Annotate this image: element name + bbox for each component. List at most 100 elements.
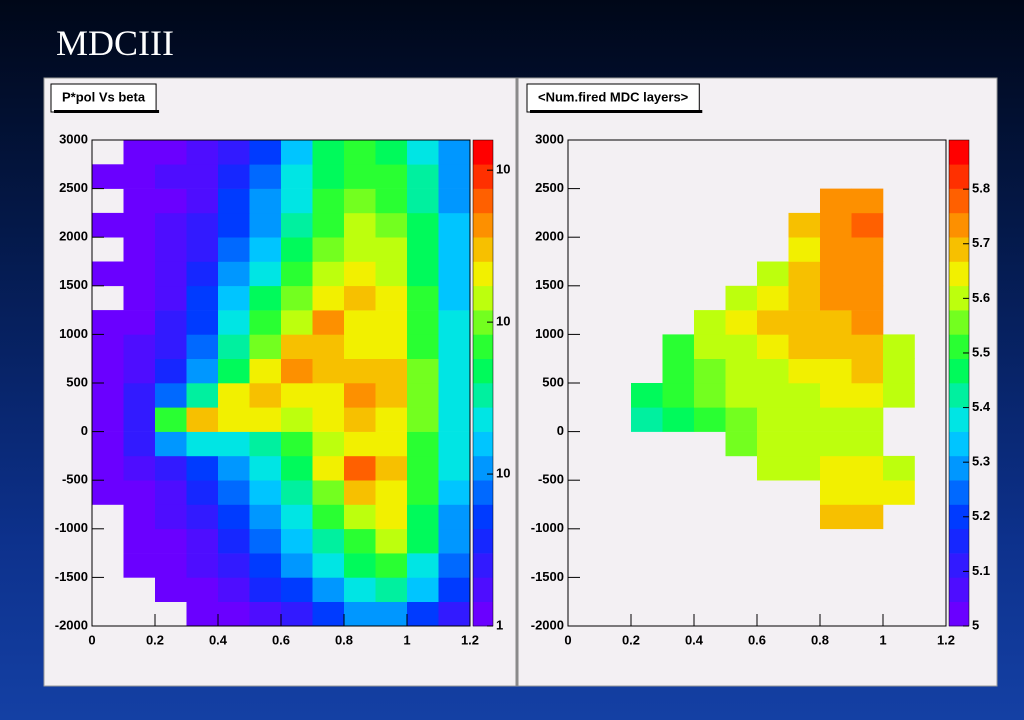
heat-cell [92,310,124,335]
heat-cell [725,431,758,457]
y-tick-label: 0 [557,423,564,438]
heat-cell [344,310,376,335]
heat-cell [281,407,313,432]
heat-cell [407,237,439,262]
palette-swatch [949,528,969,554]
heat-cell [788,407,821,432]
heat-cell [312,261,345,287]
title-box [50,83,157,113]
palette-swatch [949,237,969,262]
palette-swatch [473,164,493,189]
heat-cell [883,383,915,408]
heat-cell [788,310,821,335]
y-tick-label: 500 [542,374,564,389]
heat-cell [312,480,345,505]
heat-cell [123,528,156,554]
heat-cell [249,504,282,530]
heat-cell [820,212,852,238]
x-tick-label: 0.2 [622,632,640,647]
heat-cell [851,334,884,359]
heat-cell [851,310,884,335]
heat-cell [92,261,124,287]
heat-cell [249,261,282,287]
palette-swatch [473,188,493,214]
heat-cell [820,358,852,384]
heat-cell [312,504,345,530]
heat-cell [186,553,219,578]
heat-cell [407,553,439,578]
heat-cell [155,212,187,238]
heat-cell [788,334,821,359]
heat-cell [851,261,884,287]
palette-swatch [473,212,493,238]
heat-cell [155,310,187,335]
heat-cell [820,285,852,311]
heat-cell [344,358,376,384]
heat-cell [438,480,471,505]
heat-cell [407,601,439,627]
heat-cell [725,285,758,311]
heat-cell [851,504,884,530]
heat-cell [312,237,345,262]
palette-swatch [949,455,969,481]
heat-cell [407,431,439,457]
heat-cell [281,577,313,602]
y-tick-label: 2500 [535,180,564,195]
heat-cell [123,310,156,335]
heat-cell [186,237,219,262]
heat-cell [155,528,187,554]
palette-swatch [949,164,969,189]
heat-cell [92,334,124,359]
z-tick-label: 5.8 [972,181,990,196]
heat-cell [820,504,852,530]
heat-cell [312,431,345,457]
heat-cell [312,528,345,554]
heat-cell [123,237,156,262]
palette-swatch [473,577,493,602]
heat-cell [344,212,376,238]
heat-cell [123,504,156,530]
heat-cell [851,188,884,214]
heat-cell [344,334,376,359]
heat-cell [218,383,250,408]
palette-swatch [473,528,493,554]
heat-cell [694,407,726,432]
heat-cell [123,553,156,578]
heat-cell [249,577,282,602]
heat-cell [375,455,408,481]
heat-cell [438,553,471,578]
palette-swatch [473,504,493,530]
heat-cell [92,383,124,408]
y-tick-label: -1500 [55,569,88,584]
heat-cell [249,140,282,165]
heat-cell [186,528,219,554]
heat-cell [375,358,408,384]
heat-cell [92,164,124,189]
heat-cell [438,261,471,287]
heat-cell [851,358,884,384]
heat-cell [249,480,282,505]
heat-cell [123,285,156,311]
heat-cell [788,212,821,238]
heat-cell [344,407,376,432]
heat-cell [375,431,408,457]
heat-cell [883,334,915,359]
title-shadow [530,110,703,113]
heat-cell [851,212,884,238]
x-tick-label: 1.2 [937,632,955,647]
heat-cell [344,553,376,578]
heat-cell [218,431,250,457]
heat-cell [218,504,250,530]
heat-cell [725,334,758,359]
heat-cell [281,188,313,214]
heat-cell [407,455,439,481]
heat-cell [631,383,663,408]
heat-cell [375,577,408,602]
heat-cell [407,188,439,214]
heat-cell [218,480,250,505]
heat-cell [820,407,852,432]
heat-cell [407,480,439,505]
heat-cell [438,504,471,530]
palette-swatch [473,358,493,384]
